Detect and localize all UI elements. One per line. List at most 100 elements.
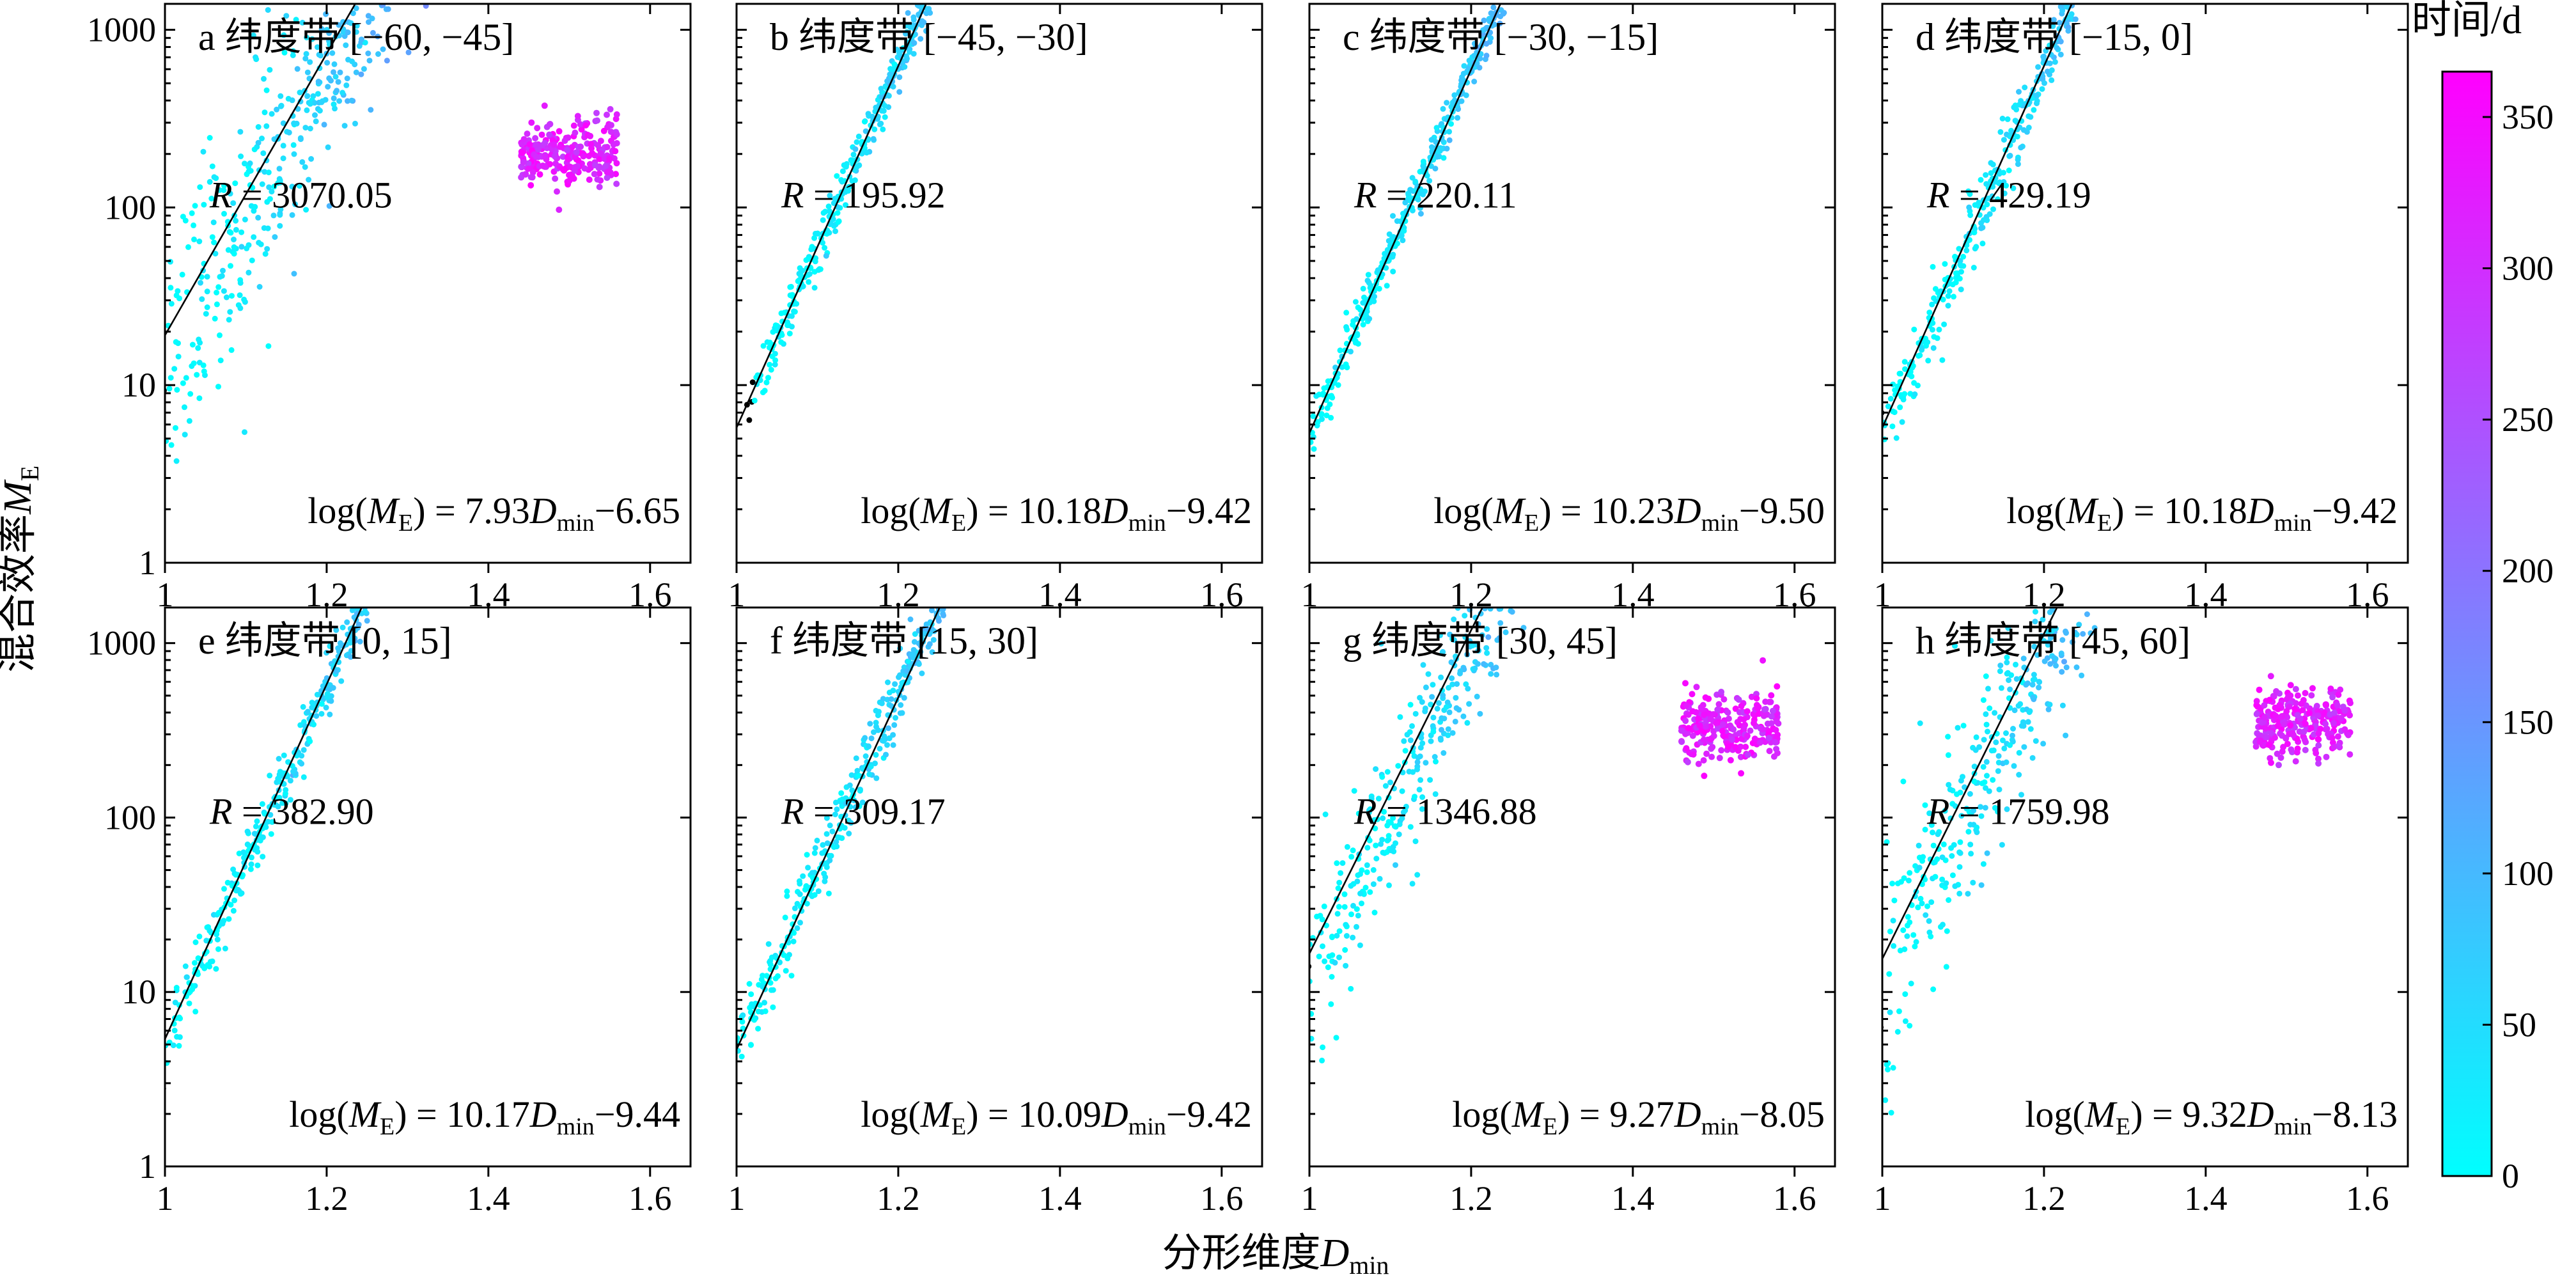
data-point xyxy=(2004,116,2011,122)
panel-c: 1 1.2 1.4 1.6c 纬度带 [−30, −15]R = 220.11log(… xyxy=(1301,3,1836,614)
data-point xyxy=(276,756,282,762)
data-point xyxy=(1483,41,1490,47)
data-point xyxy=(1690,751,1697,758)
data-point xyxy=(536,171,543,178)
data-point xyxy=(784,893,790,899)
data-point xyxy=(1958,286,1964,293)
data-point xyxy=(582,122,589,129)
data-point xyxy=(843,202,848,208)
data-point xyxy=(220,267,226,274)
data-point xyxy=(867,721,873,727)
x-axis-label: 分形维度Dmin xyxy=(1162,1232,1389,1280)
data-point xyxy=(1449,675,1455,682)
data-point xyxy=(2016,102,2022,108)
fit-line-a xyxy=(165,4,357,336)
data-point xyxy=(1403,803,1409,810)
data-point xyxy=(361,66,367,72)
panel-b: 1 1.2 1.4 1.6b 纬度带 [−45, −30]R = 195.92log(… xyxy=(728,3,1263,614)
data-point xyxy=(168,285,174,291)
data-point xyxy=(1907,870,1913,876)
data-point xyxy=(2287,682,2294,689)
x-tick-label: 1.4 xyxy=(467,1179,510,1218)
data-point xyxy=(557,143,564,150)
data-point xyxy=(1430,728,1437,735)
data-point xyxy=(1364,862,1370,868)
data-point xyxy=(226,317,232,323)
data-point xyxy=(1422,705,1428,712)
data-point xyxy=(1960,253,1967,260)
data-point xyxy=(519,150,526,156)
data-point xyxy=(1725,743,1731,750)
data-point xyxy=(1500,11,1506,17)
data-point xyxy=(804,852,810,858)
data-point xyxy=(1751,735,1758,742)
data-point xyxy=(1922,876,1928,882)
data-point xyxy=(1971,778,1978,785)
data-point xyxy=(237,129,244,135)
data-point xyxy=(1971,808,1977,814)
data-point xyxy=(1488,35,1494,42)
data-point xyxy=(2294,712,2301,719)
regression-equation-h: log(ME) = 9.32Dmin−8.13 xyxy=(2025,1094,2398,1140)
data-point xyxy=(1956,864,1963,870)
data-point xyxy=(1400,237,1406,244)
data-point xyxy=(1683,702,1690,709)
data-point xyxy=(1902,1018,1909,1024)
data-point xyxy=(1387,780,1393,785)
data-point xyxy=(846,831,852,836)
data-point xyxy=(1984,772,1990,779)
data-point xyxy=(2321,709,2328,716)
data-point xyxy=(343,42,349,49)
scatter-points-c xyxy=(1309,4,1507,462)
data-point xyxy=(1378,841,1384,847)
data-point xyxy=(2056,20,2063,26)
data-point xyxy=(1968,851,1974,857)
data-point xyxy=(836,218,842,224)
data-point xyxy=(1416,787,1423,793)
data-point xyxy=(903,31,909,37)
data-point xyxy=(2007,152,2013,159)
data-point xyxy=(260,150,267,157)
data-point xyxy=(1988,638,1994,644)
data-point xyxy=(2302,689,2309,696)
data-point xyxy=(1415,196,1421,203)
data-point xyxy=(1949,853,1955,859)
data-point xyxy=(227,191,233,197)
data-point xyxy=(1462,613,1468,619)
data-point xyxy=(820,842,826,848)
data-point xyxy=(323,705,329,710)
data-point xyxy=(1981,737,1987,743)
data-point xyxy=(2049,77,2055,83)
data-point xyxy=(1998,685,2004,691)
data-point xyxy=(1458,98,1465,104)
data-point xyxy=(242,429,247,435)
x-tick-label: 1.2 xyxy=(305,1179,348,1218)
data-point xyxy=(2063,628,2068,634)
data-point xyxy=(1350,881,1357,887)
data-point xyxy=(1889,423,1896,430)
data-point xyxy=(1425,671,1432,677)
data-point xyxy=(221,210,227,217)
data-point xyxy=(307,738,313,744)
data-point xyxy=(196,336,202,343)
data-point xyxy=(228,263,233,269)
data-point xyxy=(1897,404,1903,411)
data-point xyxy=(331,61,338,67)
data-point xyxy=(265,169,272,176)
data-point xyxy=(261,75,267,82)
data-point xyxy=(1760,657,1767,664)
panel-frame-b xyxy=(735,3,1263,564)
data-point xyxy=(1390,234,1396,240)
data-point xyxy=(316,107,323,114)
data-point xyxy=(2091,625,2098,631)
data-point xyxy=(1768,713,1775,720)
data-point xyxy=(2018,792,2024,798)
data-point xyxy=(266,184,272,191)
data-point xyxy=(547,161,553,168)
data-point xyxy=(2263,734,2270,741)
data-point xyxy=(1978,882,1985,888)
data-point xyxy=(2281,721,2288,728)
data-point xyxy=(1376,286,1382,292)
data-point xyxy=(2013,661,2018,668)
data-point xyxy=(1992,710,1998,716)
